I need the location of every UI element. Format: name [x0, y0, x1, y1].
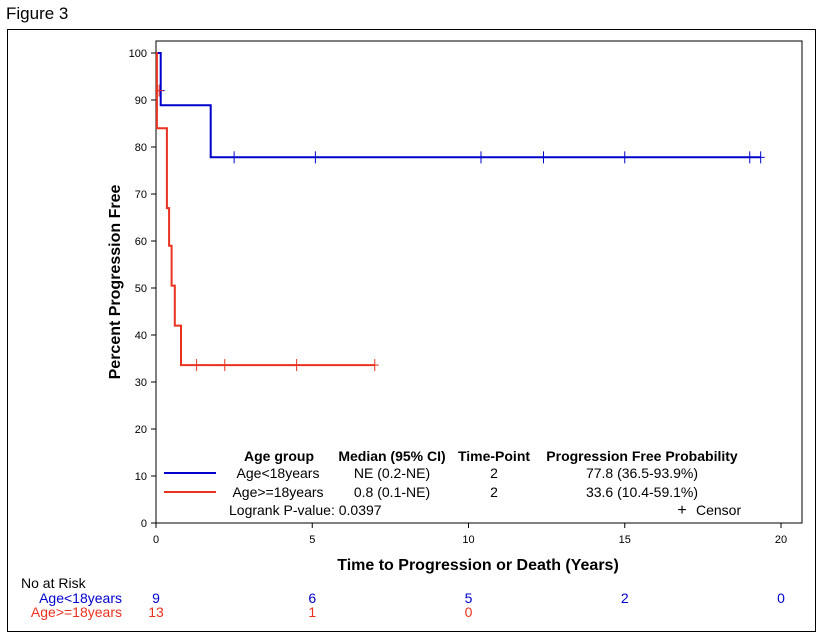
y-tick-label: 100 — [129, 48, 147, 60]
legend-median-age-lt18: NE (0.2-NE) — [354, 465, 430, 481]
figure-frame — [7, 29, 816, 632]
legend-pfp-age-ge18: 33.6 (10.4-59.1%) — [586, 484, 698, 500]
figure-label: Figure 3 — [6, 4, 69, 23]
risk-count: 0 — [777, 590, 785, 606]
survival-curve-age-ge18 — [155, 52, 375, 367]
x-tick-label: 15 — [619, 534, 631, 546]
legend: Age group Median (95% CI) Time-Point Pro… — [164, 448, 741, 519]
legend-header-median: Median (95% CI) — [338, 448, 445, 464]
risk-table-title: No at Risk — [21, 575, 87, 591]
risk-count: 13 — [148, 604, 164, 620]
risk-values: 9 6 5 2 0 13 1 0 — [148, 590, 785, 620]
censor-legend-symbol: + — [677, 502, 686, 519]
y-axis: 0 10 20 30 40 50 60 70 80 90 100 — [129, 48, 156, 530]
logrank-pvalue: Logrank P-value: 0.0397 — [229, 502, 382, 518]
legend-pfp-age-lt18: 77.8 (36.5-93.9%) — [586, 465, 698, 481]
y-tick-label: 10 — [135, 471, 147, 483]
x-tick-label: 20 — [775, 534, 787, 546]
censor-legend-label: Censor — [696, 502, 741, 518]
survival-curve-age-lt18 — [156, 52, 761, 159]
y-axis-label: Percent Progression Free — [107, 185, 124, 380]
legend-timepoint-age-lt18: 2 — [490, 465, 498, 481]
y-tick-label: 20 — [135, 424, 147, 436]
legend-header-group: Age group — [244, 448, 314, 464]
y-tick-label: 90 — [135, 95, 147, 107]
y-tick-label: 40 — [135, 330, 147, 342]
legend-header-timepoint: Time-Point — [458, 448, 530, 464]
x-tick-label: 5 — [309, 534, 315, 546]
y-tick-label: 60 — [135, 236, 147, 248]
risk-count: 5 — [465, 590, 473, 606]
legend-timepoint-age-ge18: 2 — [490, 484, 498, 500]
plot-frame — [155, 40, 803, 524]
y-tick-label: 50 — [135, 283, 147, 295]
y-tick-label: 30 — [135, 377, 147, 389]
risk-table: No at Risk Age<18years Age>=18years 9 6 5 2… — [21, 575, 785, 620]
x-tick-label: 10 — [462, 534, 474, 546]
legend-label-age-ge18: Age>=18years — [232, 484, 323, 500]
risk-count: 2 — [621, 590, 629, 606]
risk-count: 0 — [465, 604, 473, 620]
x-tick-label: 0 — [153, 534, 159, 546]
risk-count: 1 — [308, 604, 316, 620]
risk-count: 9 — [152, 590, 160, 606]
y-tick-label: 0 — [141, 518, 147, 530]
series-layer — [155, 52, 765, 372]
risk-row-label-age-ge18: Age>=18years — [31, 604, 122, 620]
risk-count: 6 — [308, 590, 316, 606]
legend-label-age-lt18: Age<18years — [237, 465, 320, 481]
x-axis: 0 5 10 15 20 — [153, 523, 787, 546]
x-axis-label: Time to Progression or Death (Years) — [337, 557, 619, 574]
legend-median-age-ge18: 0.8 (0.1-NE) — [354, 484, 430, 500]
y-tick-label: 80 — [135, 142, 147, 154]
legend-header-pfp: Progression Free Probability — [546, 448, 738, 464]
risk-row-label-age-lt18: Age<18years — [39, 590, 122, 606]
y-tick-label: 70 — [135, 189, 147, 201]
